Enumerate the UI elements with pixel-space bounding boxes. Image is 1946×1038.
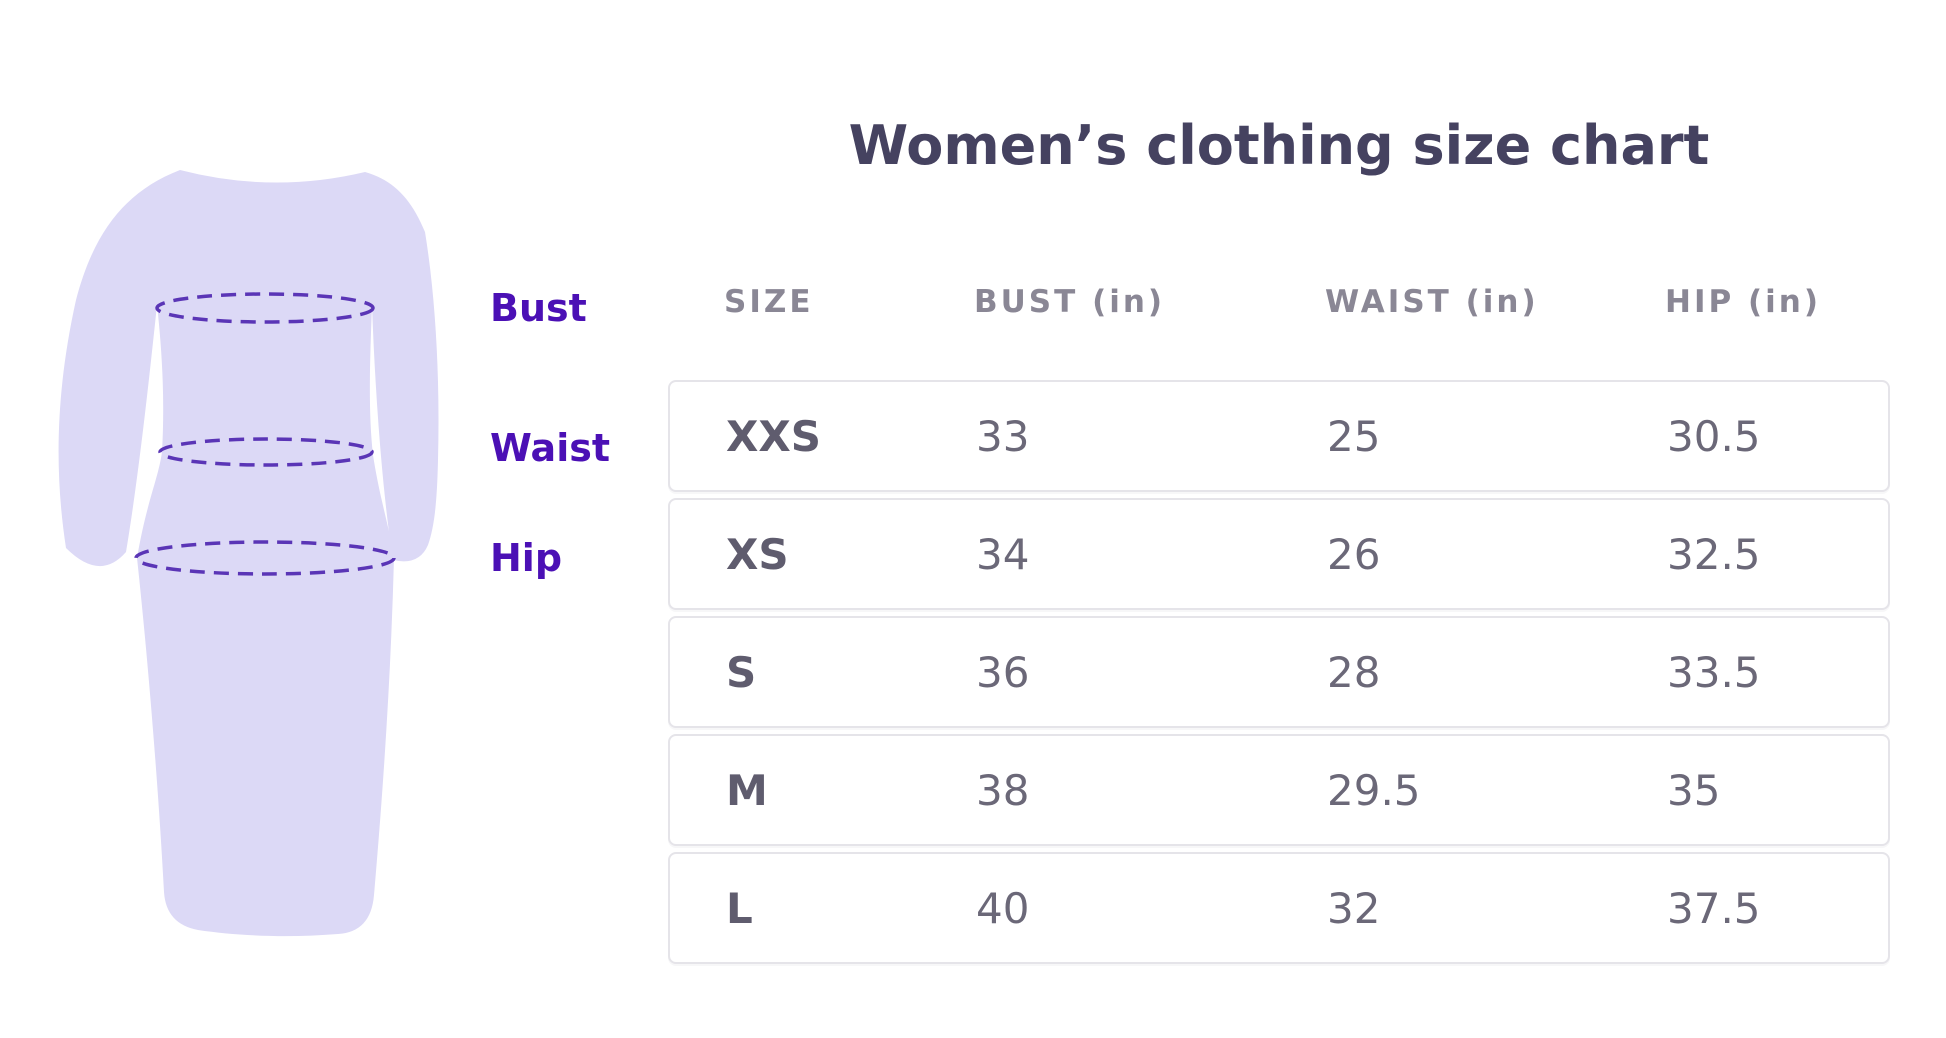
column-header-bust: BUST (in) [974, 284, 1166, 320]
size-cell: XS [726, 529, 789, 579]
size-chart-panel: Women’s clothing size chart SIZE BUST (i… [668, 112, 1890, 964]
size-cell: XXS [726, 411, 822, 461]
size-cell: L [726, 883, 753, 933]
hip-cell: 37.5 [1667, 883, 1761, 933]
bust-cell: 33 [976, 411, 1030, 461]
bust-cell: 36 [976, 647, 1030, 697]
waist-label: Waist [490, 426, 611, 470]
hip-cell: 33.5 [1667, 647, 1761, 697]
column-header-size: SIZE [724, 284, 814, 320]
size-table-body: XXS 33 25 30.5 XS 34 26 32.5 S 36 28 33.… [668, 380, 1890, 964]
table-row: M 38 29.5 35 [668, 734, 1890, 846]
table-row: L 40 32 37.5 [668, 852, 1890, 964]
page-title: Women’s clothing size chart [848, 114, 1710, 177]
table-row: S 36 28 33.5 [668, 616, 1890, 728]
table-row: XS 34 26 32.5 [668, 498, 1890, 610]
waist-cell: 25 [1327, 411, 1381, 461]
waist-cell: 29.5 [1327, 765, 1421, 815]
hip-cell: 35 [1667, 765, 1721, 815]
table-row: XXS 33 25 30.5 [668, 380, 1890, 492]
waist-measure-ellipse [158, 437, 374, 467]
table-header-row: SIZE BUST (in) WAIST (in) HIP (in) [668, 280, 1890, 324]
bust-cell: 40 [976, 883, 1030, 933]
size-cell: S [726, 647, 757, 697]
column-header-hip: HIP (in) [1665, 284, 1822, 320]
hip-cell: 30.5 [1667, 411, 1761, 461]
bust-cell: 34 [976, 529, 1030, 579]
dress-shape [58, 170, 439, 937]
size-cell: M [726, 765, 768, 815]
dress-silhouette-illustration [58, 170, 439, 937]
dress-measurement-figure: Bust Waist Hip [0, 0, 660, 1038]
hip-cell: 32.5 [1667, 529, 1761, 579]
bust-label: Bust [490, 286, 587, 330]
waist-cell: 26 [1327, 529, 1381, 579]
bust-cell: 38 [976, 765, 1030, 815]
waist-cell: 32 [1327, 883, 1381, 933]
waist-cell: 28 [1327, 647, 1381, 697]
column-header-waist: WAIST (in) [1325, 284, 1539, 320]
hip-measure-ellipse [134, 540, 396, 576]
hip-label: Hip [490, 536, 563, 580]
bust-measure-ellipse [155, 292, 375, 324]
